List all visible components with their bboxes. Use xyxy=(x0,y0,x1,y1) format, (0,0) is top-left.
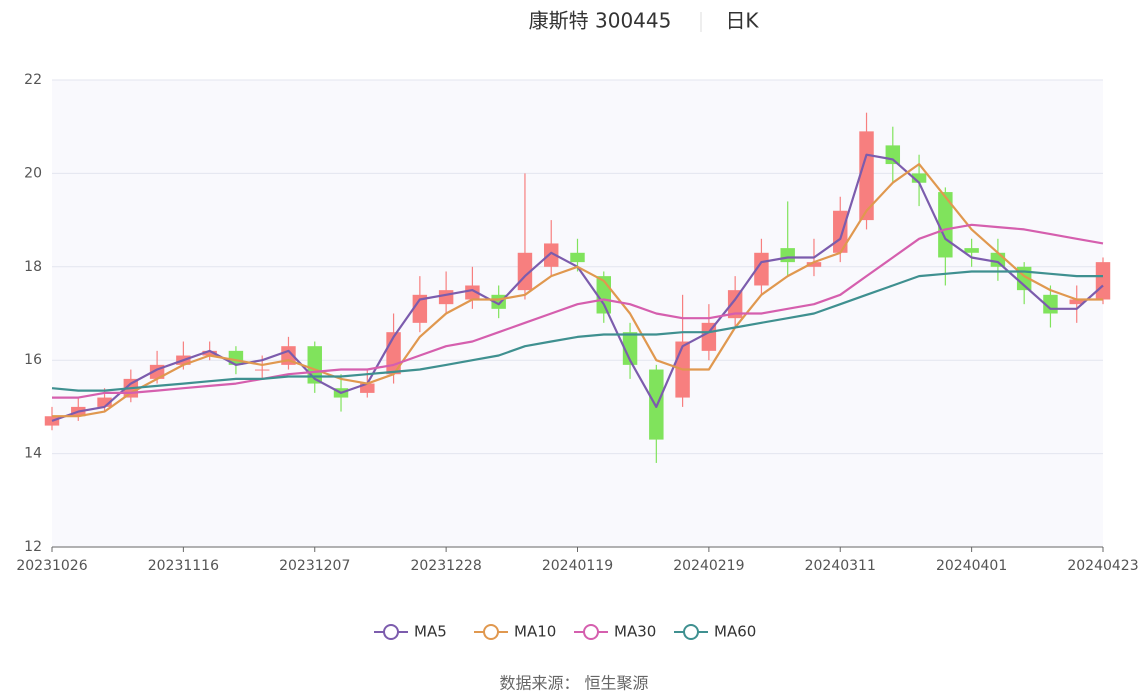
candle-body xyxy=(806,262,822,267)
chart-subtitle: 日K xyxy=(725,9,759,33)
legend-label: MA5 xyxy=(414,623,447,641)
candle-body xyxy=(622,332,638,365)
candle-body xyxy=(465,285,480,300)
candle-body xyxy=(727,290,743,319)
legend-marker xyxy=(583,624,599,640)
candle-body xyxy=(911,173,927,183)
y-tick-label: 16 xyxy=(24,352,42,368)
candle-body xyxy=(1095,262,1111,300)
candle-body xyxy=(202,350,217,356)
candle-body xyxy=(885,145,901,165)
candle-body xyxy=(859,131,874,221)
x-tick-label: 20231026 xyxy=(16,558,87,574)
legend-label: MA10 xyxy=(514,623,556,641)
candle-body xyxy=(44,416,60,426)
x-tick-label: 20240119 xyxy=(542,558,613,574)
x-tick-label: 20240423 xyxy=(1067,558,1138,574)
ma-line xyxy=(51,270,1103,392)
candle-body xyxy=(412,294,428,323)
candle-body xyxy=(780,248,795,263)
source-note: 数据来源： 恒生聚源 xyxy=(499,674,648,693)
candle-body xyxy=(1069,299,1084,305)
x-tick-label: 20231228 xyxy=(410,558,481,574)
candle-body xyxy=(570,252,585,263)
x-tick-label: 20231207 xyxy=(279,558,350,574)
candle-body xyxy=(543,243,559,267)
candle-body xyxy=(97,397,112,407)
candle-body xyxy=(990,252,1006,267)
plot-area xyxy=(52,80,1103,547)
y-tick-label: 20 xyxy=(24,165,42,181)
candle-body xyxy=(964,248,979,253)
ma-line xyxy=(52,163,1103,418)
y-tick-label: 14 xyxy=(24,446,42,462)
y-tick-label: 12 xyxy=(24,539,42,555)
legend-label: MA30 xyxy=(614,623,656,641)
legend-label: MA60 xyxy=(714,623,756,641)
legend-marker xyxy=(683,624,699,640)
x-tick-label: 20240401 xyxy=(936,558,1007,574)
candle-body xyxy=(360,383,375,393)
x-tick-label: 20231116 xyxy=(148,558,219,574)
chart-title: 康斯特 300445 xyxy=(529,9,672,33)
legend-marker xyxy=(483,624,499,640)
x-tick-label: 20240311 xyxy=(805,558,876,574)
ma-line xyxy=(52,223,1104,399)
y-tick-label: 22 xyxy=(24,72,42,88)
legend-marker xyxy=(383,624,399,640)
candle-body xyxy=(438,290,454,305)
candle-body xyxy=(254,369,270,371)
y-tick-label: 18 xyxy=(24,259,42,275)
x-tick-label: 20240219 xyxy=(673,558,744,574)
candle-body xyxy=(701,322,717,351)
